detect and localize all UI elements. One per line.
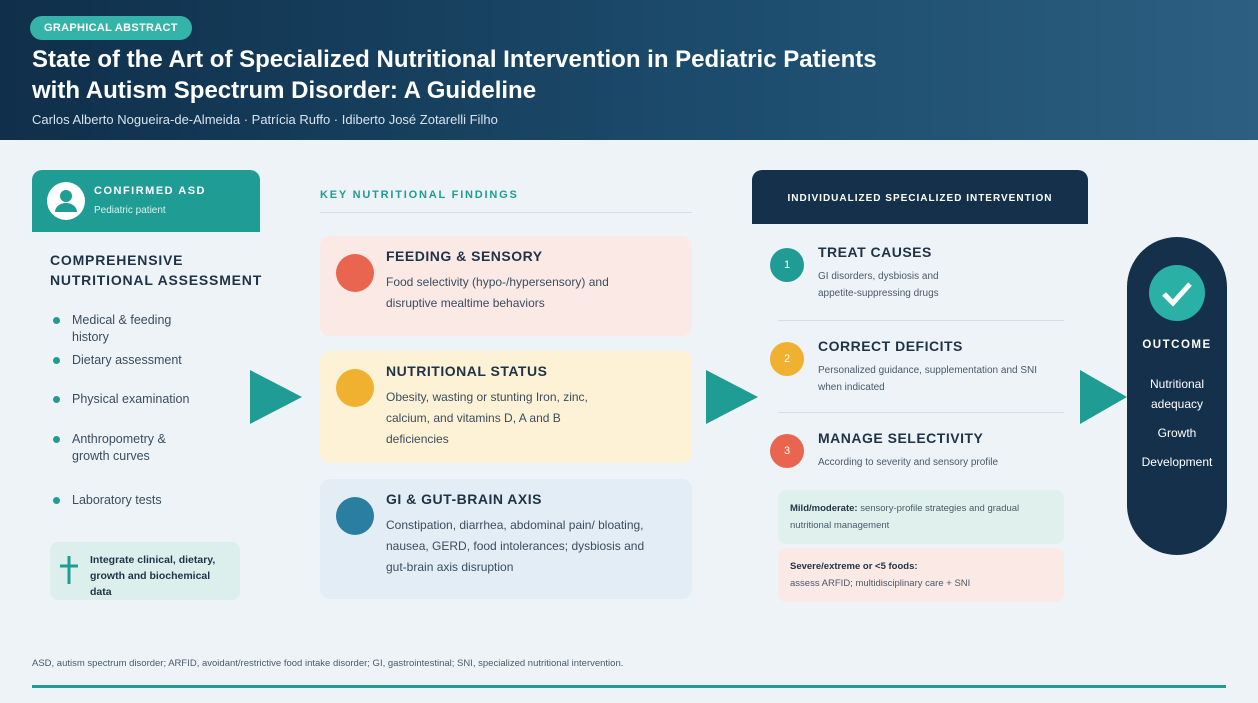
severity-text: sensory-profile strategies and gradual n…	[790, 503, 1020, 531]
severity-box: Severe/extreme or <5 foods: assess ARFID;…	[778, 548, 1064, 602]
section-title: KEY NUTRITIONAL FINDINGS	[320, 189, 519, 201]
line: NUTRITIONAL ASSESSMENT	[50, 272, 263, 288]
card-text: Obesity, wasting or stunting Iron, zinc,…	[386, 390, 588, 446]
footnote: ASD, autism spectrum disorder; ARFID, av…	[32, 658, 624, 669]
severity-label: Mild/moderate:	[790, 503, 858, 514]
step: 2 CORRECT DEFICITS Personalized guidance, …	[770, 338, 1070, 396]
step-title: MANAGE SELECTIVITY	[818, 430, 984, 446]
outcome-item: Growth	[1157, 426, 1197, 440]
step-number: 1	[770, 248, 804, 282]
icon	[336, 497, 374, 535]
card-text: Food selectivity (hypo-/hypersensory) an…	[386, 275, 609, 310]
severity-box: Mild/moderate: sensory-profile strategie…	[778, 490, 1064, 544]
item: Dietary assessment	[50, 352, 200, 392]
item: Anthropometry & growth curves	[50, 431, 200, 492]
title-line: State of the Art of Specialized Nutritio…	[32, 46, 877, 73]
check-icon	[1149, 265, 1205, 321]
severity-label: Severe/extreme or <5 foods:	[790, 561, 918, 572]
authors: Carlos Alberto Nogueira-de-Almeida · Pat…	[32, 112, 498, 127]
header	[0, 0, 1258, 140]
outcome-item: Nutritional adequacy	[1149, 377, 1205, 411]
plus-icon	[60, 556, 78, 584]
step: 3 MANAGE SELECTIVITY According to severity…	[770, 430, 1070, 471]
step-number: 2	[770, 342, 804, 376]
card: FEEDING & SENSORY Food selectivity (hypo-…	[320, 236, 692, 336]
step-title: CORRECT DEFICITS	[818, 338, 963, 354]
title-line: with Autism Spectrum Disorder: A Guideli…	[32, 77, 537, 104]
icon	[336, 254, 374, 292]
outcome-item: Development	[1141, 455, 1213, 469]
tag-subtitle: Pediatric patient	[94, 205, 166, 216]
card-text: Constipation, diarrhea, abdominal pain/ …	[386, 518, 645, 574]
card-title: NUTRITIONAL STATUS	[386, 363, 548, 379]
assessment-title: COMPREHENSIVE NUTRITIONAL ASSESSMENT	[50, 250, 262, 290]
arrow	[250, 370, 302, 424]
step-text: GI disorders, dysbiosis and appetite-sup…	[818, 271, 939, 299]
outcome: OUTCOME Nutritional adequacy Growth Deve…	[1127, 237, 1227, 555]
tag-title: CONFIRMED ASD	[94, 185, 206, 197]
note-text: Integrate clinical, dietary, growth and …	[90, 554, 216, 598]
card-title: FEEDING & SENSORY	[386, 248, 543, 264]
divider	[778, 320, 1064, 321]
card: NUTRITIONAL STATUS Obesity, wasting or st…	[320, 351, 692, 463]
assessment-list: Medical & feeding history Dietary assess…	[50, 312, 200, 531]
divider	[320, 212, 692, 213]
arrow	[706, 370, 758, 424]
step-number: 3	[770, 434, 804, 468]
step-text: According to severity and sensory profil…	[818, 457, 999, 468]
title: State of the Art of Specialized Nutritio…	[32, 44, 877, 106]
patient-icon	[47, 182, 85, 220]
card-title: GI & GUT-BRAIN AXIS	[386, 491, 542, 507]
item: Medical & feeding history	[50, 312, 200, 352]
icon	[336, 369, 374, 407]
step: 1 TREAT CAUSES GI disorders, dysbiosis and…	[770, 244, 1070, 302]
divider	[778, 412, 1064, 413]
item: Laboratory tests	[50, 492, 200, 532]
note: Integrate clinical, dietary, growth and …	[50, 542, 240, 600]
step-text: Personalized guidance, supplementation a…	[818, 365, 1038, 393]
step-title: TREAT CAUSES	[818, 244, 932, 260]
outcome-title: OUTCOME	[1142, 339, 1212, 351]
rule	[32, 685, 1226, 688]
intervention-header: INDIVIDUALIZED SPECIALIZED INTERVENTION	[752, 170, 1088, 224]
severity-text: assess ARFID; multidisciplinary care + S…	[790, 578, 971, 589]
arrow	[1080, 370, 1127, 424]
card: GI & GUT-BRAIN AXIS Constipation, diarrhe…	[320, 479, 692, 599]
tag: CONFIRMED ASD Pediatric patient	[32, 170, 260, 232]
line: COMPREHENSIVE	[50, 252, 184, 268]
item: Physical examination	[50, 391, 200, 431]
badge: GRAPHICAL ABSTRACT	[30, 16, 192, 40]
